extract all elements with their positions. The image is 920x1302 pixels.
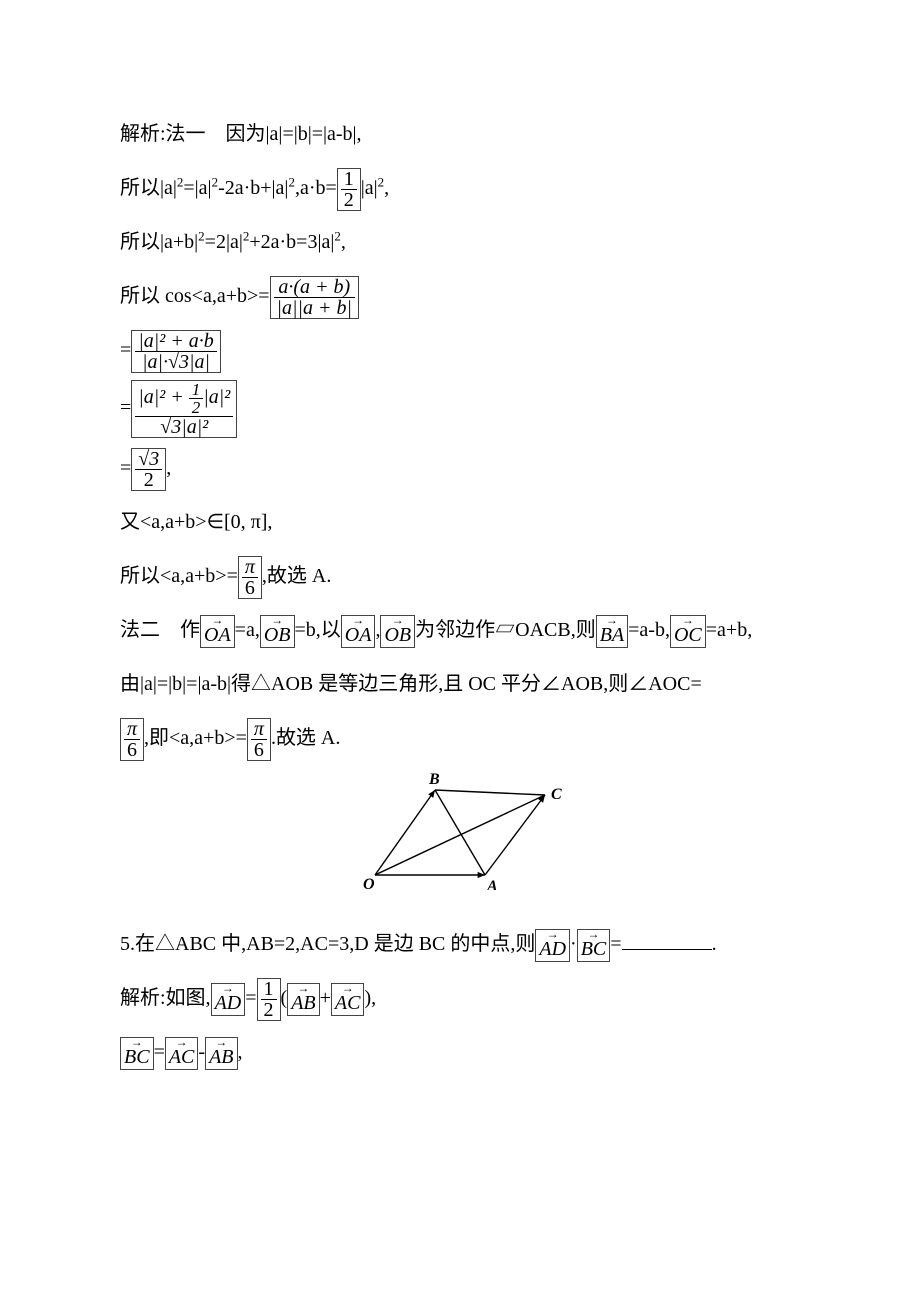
boxed-vector: AC xyxy=(331,983,365,1016)
text: =a, xyxy=(235,619,260,641)
text: 解析:法一 因为|a|=|b|=|a-b|, xyxy=(120,123,362,145)
text: , xyxy=(384,177,389,199)
text: = xyxy=(120,397,131,419)
text: = xyxy=(245,987,256,1009)
text: ( xyxy=(281,987,288,1009)
document-page: 解析:法一 因为|a|=|b|=|a-b|, 所以|a|2=|a|2-2a·b+… xyxy=(0,0,920,1162)
paragraph-method2-equilateral: 由|a|=|b|=|a-b|得△AOB 是等边三角形,且 OC 平分∠AOB,则… xyxy=(120,660,800,708)
text: 由|a|=|b|=|a-b|得△AOB 是等边三角形,且 OC 平分∠AOB,则… xyxy=(120,673,702,695)
text: = xyxy=(610,933,621,955)
paragraph-aplusb-squared: 所以|a+b|2=2|a|2+2a·b=3|a|2, xyxy=(120,218,800,266)
question-5-solution-line2: BC=AC-AB, xyxy=(120,1028,800,1076)
answer-blank xyxy=(622,949,712,950)
svg-text:A: A xyxy=(486,878,498,890)
text: 所以 cos<a,a+b>= xyxy=(120,285,270,307)
boxed-vector: AB xyxy=(205,1037,237,1070)
boxed-vector: AB xyxy=(287,983,319,1016)
boxed-vector: OB xyxy=(260,615,295,648)
boxed-fraction: 12 xyxy=(257,978,281,1021)
boxed-vector: AD xyxy=(535,929,570,962)
text: = xyxy=(120,457,131,479)
svg-text:O: O xyxy=(363,876,375,890)
text: . xyxy=(712,933,717,955)
text: -2a·b+|a| xyxy=(218,177,288,199)
boxed-fraction: π6 xyxy=(247,718,271,761)
text: ,a·b= xyxy=(295,177,337,199)
paragraph-method1-intro: 解析:法一 因为|a|=|b|=|a-b|, xyxy=(120,110,800,158)
boxed-vector: BC xyxy=(120,1037,154,1070)
paragraph-cos-result: =√32, xyxy=(120,444,800,492)
text: ,即<a,a+b>= xyxy=(144,727,247,749)
text: , xyxy=(166,457,171,479)
text: .故选 A. xyxy=(271,727,340,749)
text: =a+b, xyxy=(706,619,752,641)
text: 解析:如图, xyxy=(120,987,211,1009)
svg-text:C: C xyxy=(551,786,562,803)
boxed-fraction: |a|² + 12|a|²√3|a|² xyxy=(131,380,237,438)
question-5-solution-line1: 解析:如图,AD=12(AB+AC), xyxy=(120,974,800,1022)
text: = xyxy=(120,339,131,361)
text: = xyxy=(154,1041,165,1063)
text: 又<a,a+b>∈[0, π], xyxy=(120,511,272,533)
paragraph-cos-step2: =|a|² + a·b|a|·√3|a| xyxy=(120,326,800,374)
text: · xyxy=(570,933,577,955)
text: 5.在△ABC 中,AB=2,AC=3,D 是边 BC 的中点,则 xyxy=(120,933,535,955)
paragraph-angle-range: 又<a,a+b>∈[0, π], xyxy=(120,498,800,546)
boxed-vector: OA xyxy=(200,615,235,648)
text: =a-b, xyxy=(628,619,670,641)
boxed-fraction: π6 xyxy=(238,556,262,599)
boxed-vector: AC xyxy=(165,1037,199,1070)
paragraph-cos-intro: 所以 cos<a,a+b>=a·(a + b)|a||a + b| xyxy=(120,272,800,320)
text: =|a| xyxy=(183,177,211,199)
text: +2a·b=3|a| xyxy=(249,231,334,253)
boxed-vector: BC xyxy=(577,929,611,962)
paragraph-a-squared: 所以|a|2=|a|2-2a·b+|a|2,a·b=12|a|2, xyxy=(120,164,800,212)
parallelogram-diagram: O A B C xyxy=(120,770,800,908)
text: - xyxy=(198,1041,205,1063)
boxed-vector: OB xyxy=(380,615,415,648)
diagram-svg: O A B C xyxy=(355,770,565,890)
text: 法二 作 xyxy=(120,619,200,641)
text: + xyxy=(320,987,331,1009)
text: =2|a| xyxy=(205,231,243,253)
paragraph-cos-step3: =|a|² + 12|a|²√3|a|² xyxy=(120,380,800,438)
svg-text:B: B xyxy=(428,771,440,788)
text: 为邻边作▱OACB,则 xyxy=(415,619,596,641)
text: ,故选 A. xyxy=(262,565,331,587)
text: 所以<a,a+b>= xyxy=(120,565,238,587)
boxed-fraction: 12 xyxy=(337,168,361,211)
paragraph-method2-conclusion: π6,即<a,a+b>=π6.故选 A. xyxy=(120,714,800,762)
paragraph-method2: 法二 作OA=a,OB=b,以OA,OB为邻边作▱OACB,则BA=a-b,OC… xyxy=(120,606,800,654)
text: =b,以 xyxy=(295,619,341,641)
paragraph-method1-conclusion: 所以<a,a+b>=π6,故选 A. xyxy=(120,552,800,600)
text: , xyxy=(341,231,346,253)
text: , xyxy=(238,1041,243,1063)
boxed-fraction: π6 xyxy=(120,718,144,761)
text: ), xyxy=(364,987,376,1009)
boxed-vector: OC xyxy=(670,615,706,648)
boxed-fraction: |a|² + a·b|a|·√3|a| xyxy=(131,330,221,373)
question-5: 5.在△ABC 中,AB=2,AC=3,D 是边 BC 的中点,则AD·BC=. xyxy=(120,920,800,968)
boxed-vector: AD xyxy=(211,983,246,1016)
boxed-fraction: √32 xyxy=(131,448,166,491)
text: 所以|a| xyxy=(120,177,177,199)
text: |a| xyxy=(361,177,378,199)
boxed-fraction: a·(a + b)|a||a + b| xyxy=(270,276,360,319)
boxed-vector: OA xyxy=(341,615,376,648)
boxed-vector: BA xyxy=(596,615,628,648)
text: 所以|a+b| xyxy=(120,231,198,253)
